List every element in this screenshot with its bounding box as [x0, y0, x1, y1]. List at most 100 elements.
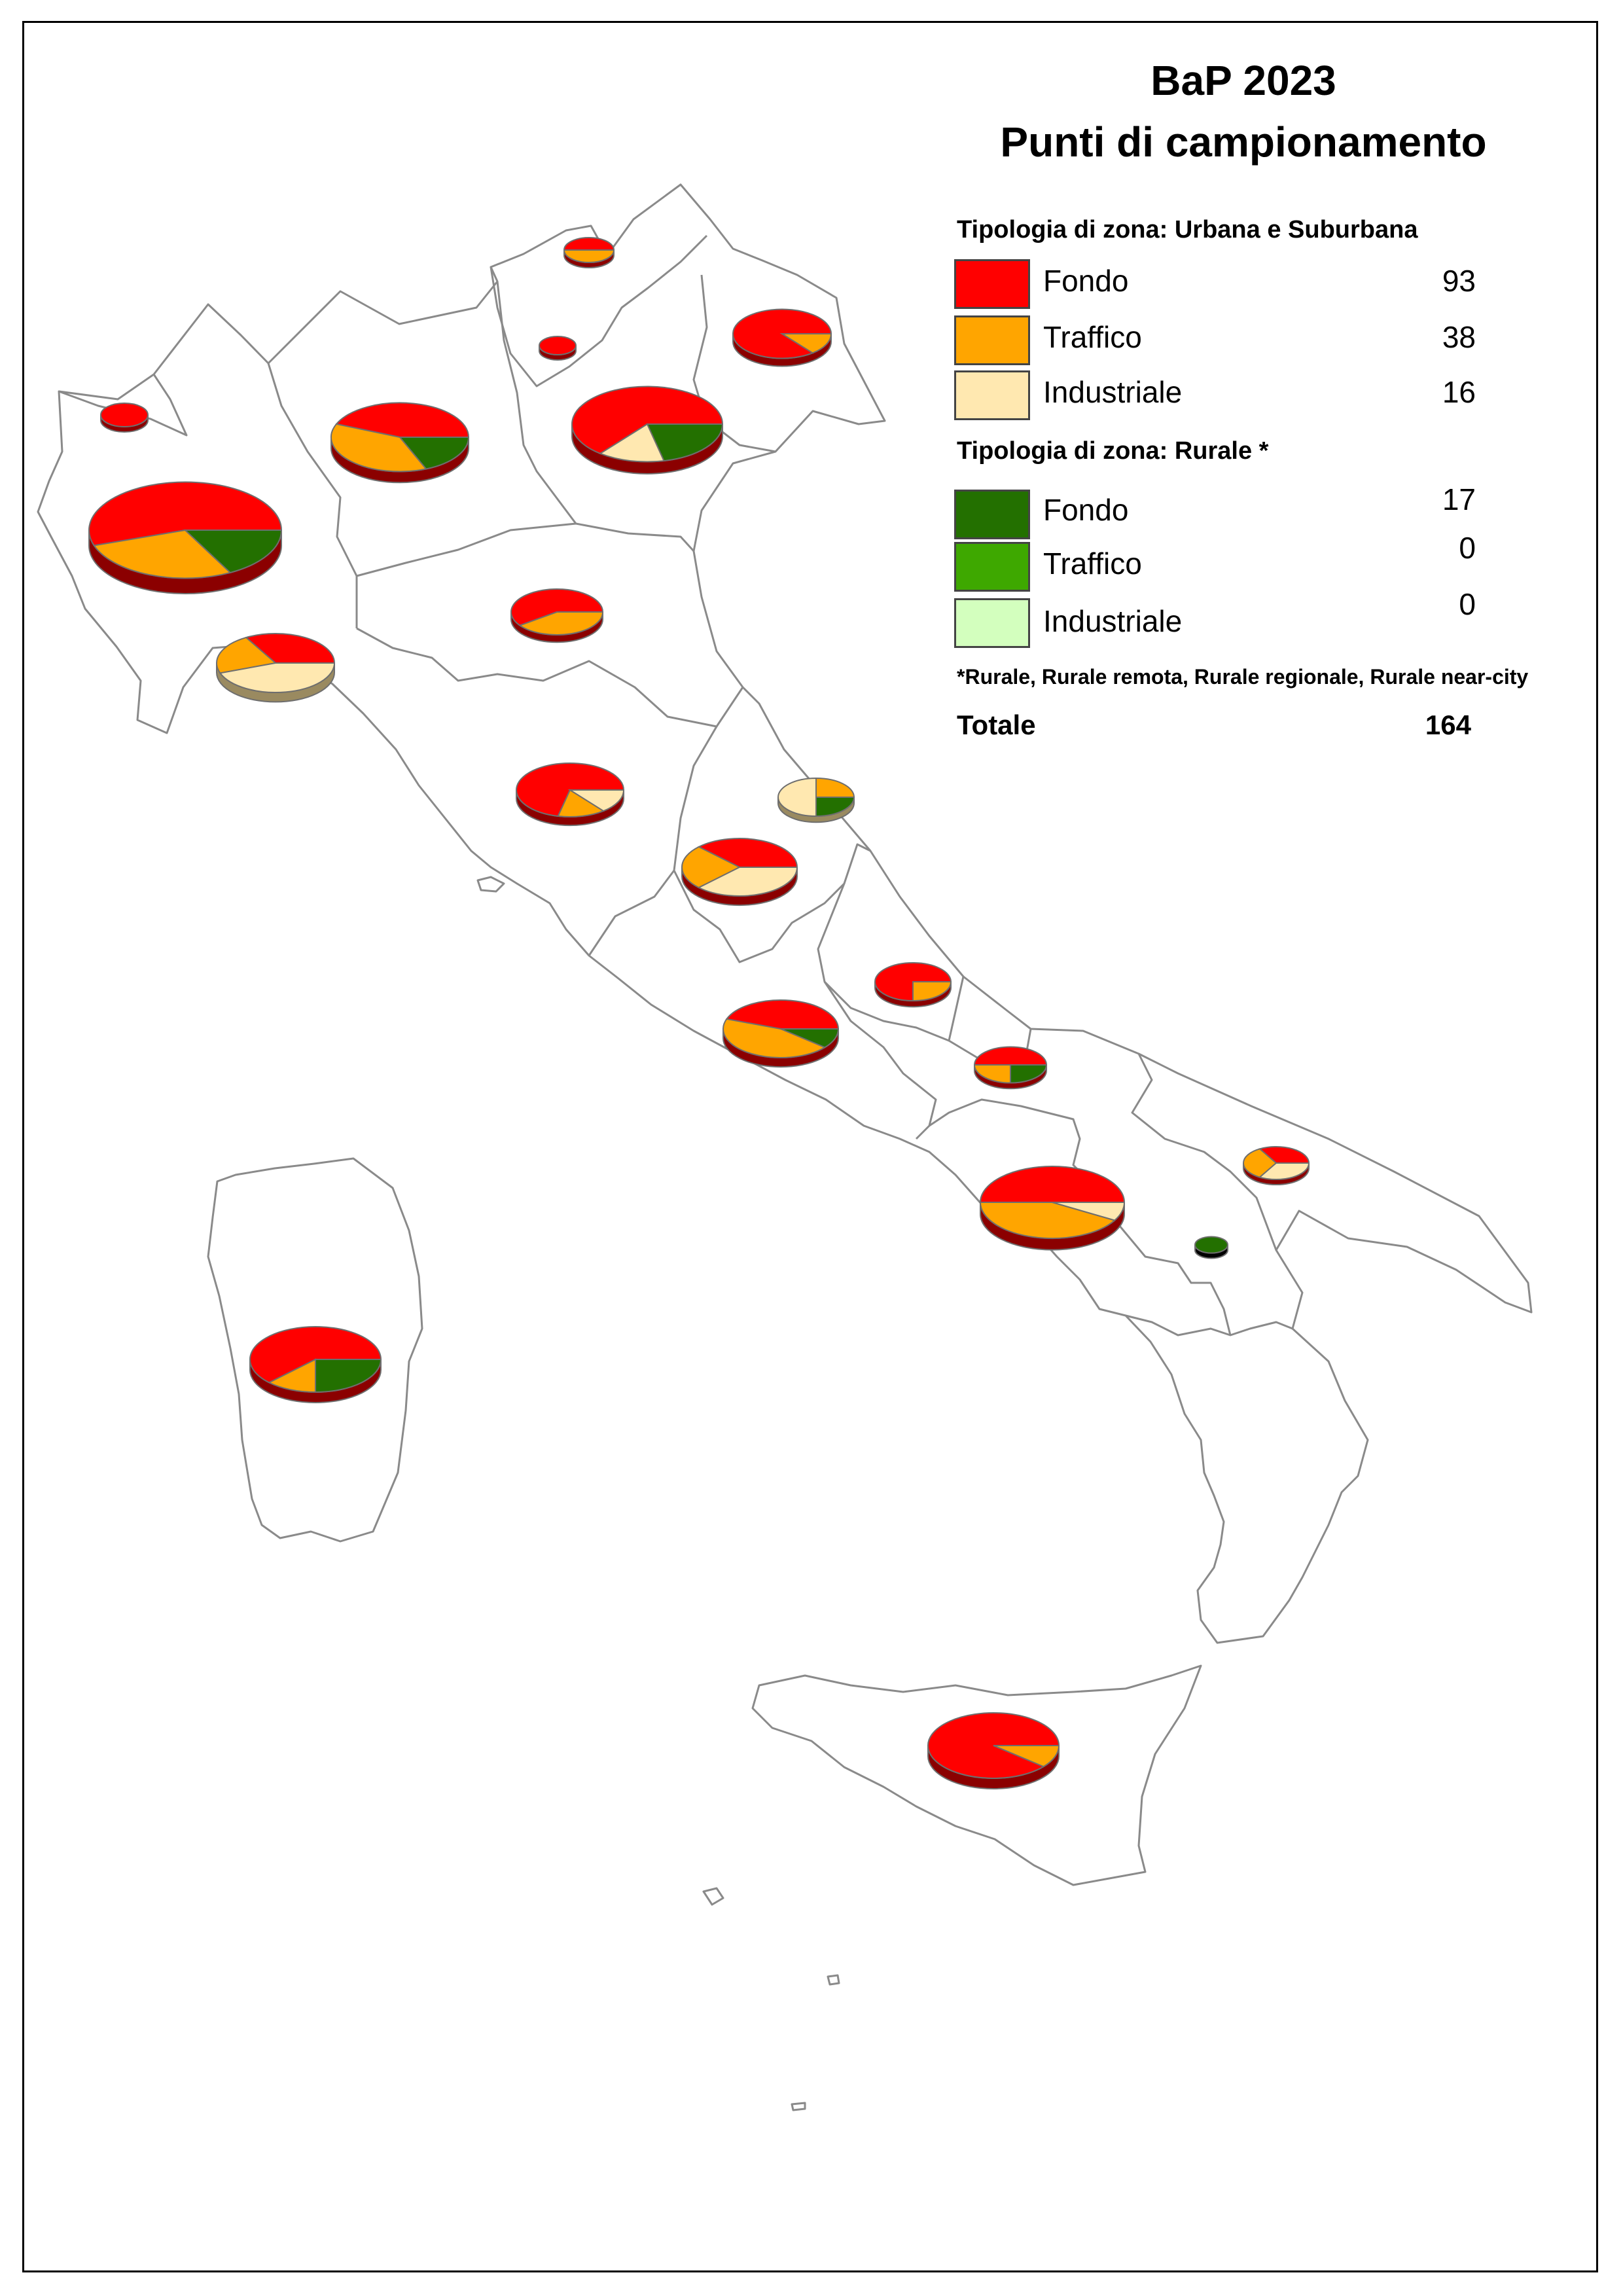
pie-campania [979, 1166, 1126, 1251]
pie-slice [315, 1359, 382, 1393]
pie-slice [219, 662, 336, 693]
pie-slice [563, 249, 615, 263]
pie-sardegna [249, 1326, 382, 1403]
pie-slice [646, 423, 724, 462]
pie-slice [567, 789, 625, 812]
pie-slice [1010, 1064, 1048, 1084]
boundary-calabria [1125, 1314, 1293, 1336]
legend-swatch-urban-fondo [954, 259, 1030, 309]
islet-3 [791, 2102, 806, 2111]
legend-count-urban-industriale: 16 [1442, 375, 1476, 409]
legend-total-label: Totale [957, 709, 1036, 740]
pie-slice [571, 386, 724, 455]
pie-piemonte [88, 481, 283, 595]
pie-valle-d-aosta [100, 403, 149, 433]
islet-2 [827, 1974, 840, 1986]
map-title-line1: BaP 2023 [1150, 57, 1336, 104]
legend-swatch-rural-fondo [954, 490, 1030, 539]
pie-basilicata [1194, 1236, 1228, 1259]
pie-slice [335, 402, 470, 438]
pie-slice [398, 437, 470, 470]
pie-slice [268, 1358, 316, 1393]
pie-slice [557, 789, 605, 817]
elba-outline [476, 876, 505, 893]
pie-slice [993, 1745, 1060, 1768]
boundary-lombardia-veneto [496, 281, 577, 524]
pie-trentino [539, 336, 577, 361]
pie-charts [88, 237, 1310, 1789]
pie-slice [815, 797, 855, 817]
pie-slice [183, 529, 283, 574]
legend-swatch-urban-industriale [954, 370, 1030, 420]
pie-alto-adige [563, 237, 615, 268]
peninsula-outline [37, 183, 1533, 1644]
pie-slice [780, 1028, 840, 1049]
boundary-emilia [356, 522, 695, 577]
map-title-line2: Punti di campionamento [1000, 118, 1487, 166]
pie-slice [92, 529, 232, 579]
islet-1 [702, 1887, 724, 1906]
legend-footnote: *Rurale, Rurale remota, Rurale regionale… [957, 665, 1529, 689]
pie-slice [697, 867, 798, 897]
boundary-umbria-lazio [588, 870, 675, 956]
legend-label-rural-industriale: Industriale [1043, 604, 1183, 638]
pie-slice [725, 999, 840, 1030]
pie-slice [518, 611, 604, 636]
pie-liguria [216, 633, 336, 703]
pie-molise [973, 1046, 1048, 1090]
boundary-vda [58, 374, 188, 437]
pie-slice [777, 777, 817, 817]
pie-umbria [681, 838, 798, 906]
legend-total-value: 164 [1425, 709, 1471, 740]
pie-slice [912, 981, 952, 1002]
pie-sicilia [927, 1712, 1060, 1789]
pie-slice [510, 588, 604, 626]
pie-slice [1258, 1162, 1310, 1180]
pie-puglia [1243, 1146, 1310, 1185]
pie-lazio [722, 999, 840, 1068]
pie-toscana [516, 762, 625, 827]
pie-slice [815, 777, 855, 798]
pie-slice [599, 423, 666, 463]
pie-slice [1194, 1236, 1228, 1254]
pie-slice [100, 403, 149, 427]
pie-abruzzo [874, 962, 952, 1008]
legend-heading-rural: Tipologia di zona: Rurale * [957, 437, 1269, 465]
pie-slice [779, 333, 832, 354]
boundary-abruzzo [817, 883, 965, 1042]
pie-slice [979, 1166, 1126, 1203]
pie-lombardia [330, 402, 470, 484]
legend-swatch-rural-industriale [954, 598, 1030, 648]
pie-slice [874, 962, 952, 1002]
boundary-basilicata-puglia [1131, 1053, 1277, 1251]
pie-slice [722, 1018, 827, 1058]
pie-friuli-venezia-giulia [732, 308, 832, 367]
pie-slice [216, 636, 277, 674]
legend-count-rural-traffico: 0 [1459, 531, 1476, 565]
pie-slice [563, 237, 615, 251]
pie-veneto [571, 386, 724, 475]
boundary-trentino [490, 234, 708, 387]
legend-label-urban-fondo: Fondo [1043, 264, 1129, 298]
pie-slice [249, 1326, 382, 1384]
legend-swatch-urban-traffico [954, 315, 1030, 365]
pie-slice [697, 838, 798, 868]
legend-swatch-rural-traffico [954, 542, 1030, 592]
legend-label-urban-traffico: Traffico [1043, 320, 1142, 354]
legend-count-urban-fondo: 93 [1442, 264, 1476, 298]
boundary-liguria-toscana [356, 627, 744, 728]
legend-count-urban-traffico: 38 [1442, 320, 1476, 354]
legend-label-urban-industriale: Industriale [1043, 375, 1183, 409]
pie-slice [973, 1046, 1048, 1066]
pie-slice [732, 308, 832, 359]
pie-slice [973, 1064, 1011, 1084]
pie-slice [979, 1202, 1116, 1239]
legend-count-rural-fondo: 17 [1442, 482, 1476, 516]
pie-slice [1243, 1148, 1277, 1178]
pie-marche [777, 777, 855, 823]
pie-slice [539, 336, 577, 355]
pie-slice [244, 633, 336, 664]
pie-slice [681, 846, 741, 889]
pie-emilia-romagna [510, 588, 604, 643]
pie-slice [1052, 1202, 1126, 1221]
